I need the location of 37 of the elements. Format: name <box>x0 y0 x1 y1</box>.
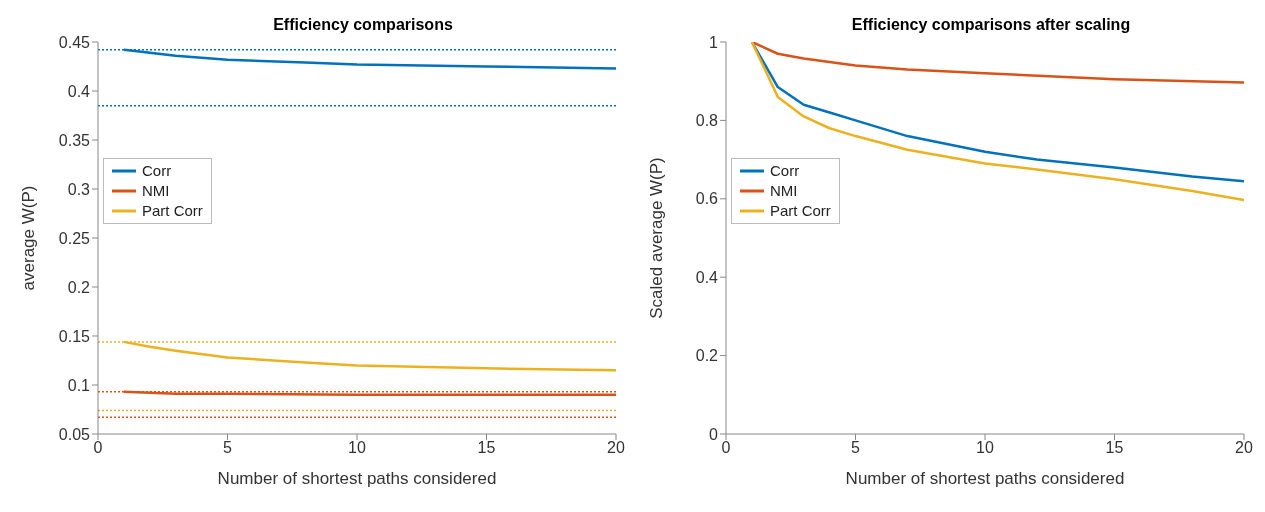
y-tick-label: 0.25 <box>58 229 91 247</box>
x-tick-label: 15 <box>477 439 496 457</box>
x-tick-label: 20 <box>1235 439 1253 457</box>
x-tick-label: 10 <box>976 439 994 457</box>
y-tick-label: 1 <box>709 33 719 51</box>
y-tick-label: 0.4 <box>67 82 91 100</box>
y-tick-label: 0.2 <box>695 347 719 365</box>
x-tick-label: 0 <box>721 439 731 457</box>
y-axis-title: average W(P) <box>19 185 39 291</box>
x-tick-label: 5 <box>851 439 861 457</box>
legend-label: Corr <box>142 161 172 181</box>
legend-label: NMI <box>770 181 798 201</box>
y-tick-label: 0.45 <box>58 33 91 51</box>
chart-title: Efficiency comparisons after scaling <box>851 16 1131 33</box>
legend-label: NMI <box>142 181 170 201</box>
legend-label: Part Corr <box>770 201 831 221</box>
x-tick-label: 5 <box>223 439 233 457</box>
x-tick-label: 20 <box>607 439 625 457</box>
y-tick-label: 0.05 <box>58 425 91 443</box>
legend-label: Corr <box>770 161 800 181</box>
chart-title: Efficiency comparisons <box>273 16 453 33</box>
x-tick-label: 0 <box>93 439 103 457</box>
y-tick-label: 0.2 <box>67 278 91 296</box>
x-tick-label: 15 <box>1105 439 1124 457</box>
y-tick-label: 0.1 <box>67 376 91 394</box>
y-tick-label: 0.35 <box>58 131 91 149</box>
y-tick-label: 0.6 <box>695 190 719 208</box>
legend-label: Part Corr <box>142 201 203 221</box>
x-axis-title: Number of shortest paths considered <box>845 469 1125 488</box>
y-tick-label: 0 <box>709 425 719 443</box>
y-axis-title: Scaled average W(P) <box>647 157 667 319</box>
y-tick-label: 0.15 <box>58 327 91 345</box>
y-tick-label: 0.4 <box>695 268 719 286</box>
x-axis-title: Number of shortest paths considered <box>217 469 497 488</box>
y-tick-label: 0.3 <box>67 180 91 198</box>
x-tick-label: 10 <box>348 439 366 457</box>
y-tick-label: 0.8 <box>695 112 719 130</box>
